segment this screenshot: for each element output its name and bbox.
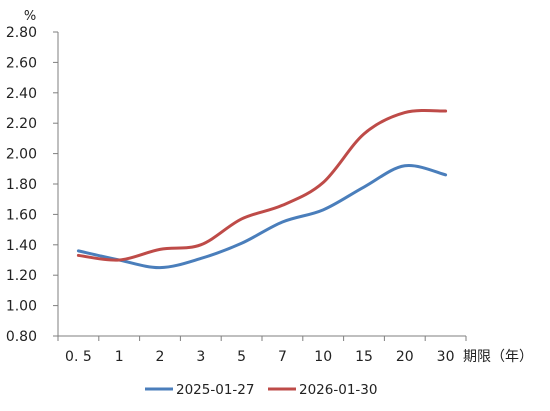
x-tick-label: 0. 5 (65, 349, 92, 365)
y-tick-label: 1.80 (6, 177, 37, 193)
y-tick-label: 1.60 (6, 207, 37, 223)
series-line-1 (76, 108, 448, 262)
legend-label-1: 2026-01-30 (299, 382, 377, 398)
y-tick-label: 2.80 (6, 25, 37, 41)
y-tick-label: 1.40 (6, 238, 37, 254)
x-axis-ticks: 0. 5 1 2 3 5 7 10 15 20 30 (57, 336, 467, 365)
x-tick-label: 3 (196, 349, 205, 365)
x-tick-label: 15 (355, 349, 373, 365)
x-tick-label: 10 (314, 349, 332, 365)
y-tick-label: 1.00 (6, 299, 37, 315)
x-tick-label: 1 (115, 349, 124, 365)
y-tick-label: 2.00 (6, 147, 37, 163)
x-tick-label: 20 (396, 349, 414, 365)
series-line-0 (76, 164, 448, 270)
x-tick-label: 5 (237, 349, 246, 365)
x-tick-label: 7 (278, 349, 287, 365)
y-axis-unit-label: % (24, 9, 36, 24)
y-tick-label: 2.20 (6, 116, 37, 132)
y-tick-label: 0.80 (6, 329, 37, 345)
y-tick-label: 1.20 (6, 268, 37, 284)
series-lines (76, 108, 448, 270)
y-axis-ticks: 0.80 1.00 1.20 1.40 1.60 1.80 2.00 2.20 2.40 2.60… (6, 25, 58, 345)
legend: 2025-01-27 2026-01-30 (145, 382, 377, 398)
legend-label-0: 2025-01-27 (176, 382, 254, 398)
y-tick-label: 2.60 (6, 55, 37, 71)
x-tick-label: 2 (156, 349, 165, 365)
x-tick-label: 30 (437, 349, 455, 365)
y-tick-label: 2.40 (6, 86, 37, 102)
x-axis-unit-label: 期限（年） (463, 349, 533, 365)
